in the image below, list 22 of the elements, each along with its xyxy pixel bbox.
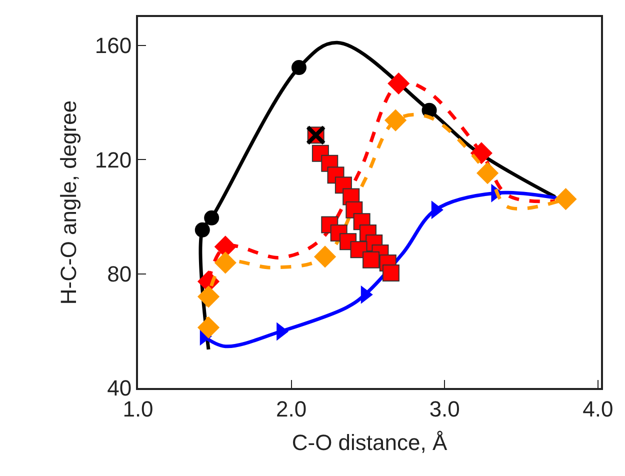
point bbox=[554, 188, 577, 210]
y-axis-title: H-C-O angle, degree bbox=[56, 100, 82, 305]
point bbox=[194, 222, 210, 238]
x-axis-title: C-O distance, Å bbox=[292, 430, 448, 455]
point bbox=[470, 142, 492, 164]
point bbox=[388, 72, 410, 95]
point bbox=[476, 162, 499, 184]
point bbox=[204, 210, 220, 226]
y-tick-label: 160 bbox=[94, 33, 132, 58]
y-tick-label: 80 bbox=[107, 262, 132, 287]
point bbox=[362, 251, 380, 268]
point bbox=[197, 316, 220, 339]
point bbox=[214, 252, 236, 274]
x-tick-label: 3.0 bbox=[429, 396, 460, 422]
point bbox=[291, 60, 306, 76]
point bbox=[314, 246, 336, 268]
point bbox=[197, 286, 220, 308]
x-tick-label: 4.0 bbox=[582, 396, 614, 422]
point bbox=[382, 264, 400, 282]
y-tick-label: 120 bbox=[94, 147, 132, 172]
point bbox=[384, 109, 407, 132]
x-tick-label: 2.0 bbox=[276, 396, 307, 422]
